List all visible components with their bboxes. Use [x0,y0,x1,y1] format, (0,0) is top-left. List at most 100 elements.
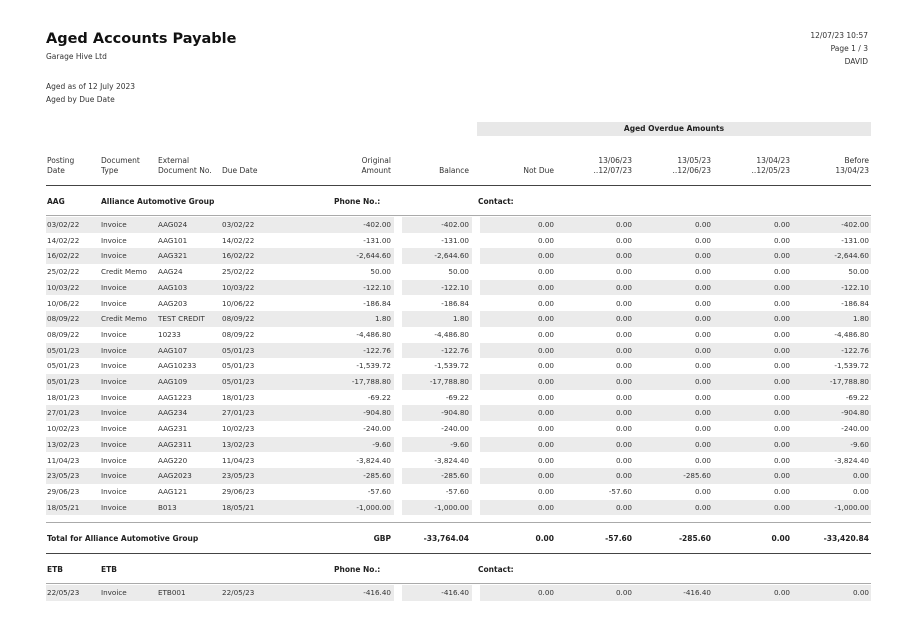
cell-not-due: 0.00 [537,329,554,339]
column-gap [394,374,402,390]
report-datetime: 12/07/23 10:57 [810,31,868,40]
column-header-external-doc: External Document No. [158,156,212,176]
phone-label: Phone No.: [334,197,381,206]
column-header-line: ..12/06/23 [672,166,711,175]
column-gap [394,585,402,601]
vendor-total-row: Total for Alliance Automotive Group GBP -3… [46,532,871,546]
cell-original-amount: -186.84 [363,298,391,308]
cell-b1: 0.00 [615,220,632,229]
column-header-line: Document No. [158,166,212,175]
cell-due-date: 10/06/22 [222,298,255,308]
cell-posting-date: 08/09/22 [47,329,80,339]
cell-external-doc: AAG109 [158,377,188,386]
column-header-line: Posting [47,156,75,165]
cell-b3: 0.00 [773,502,790,512]
cell-due-date: 18/01/23 [222,392,255,402]
cell-b2: 0.00 [694,282,711,292]
cell-original-amount: -2,644.60 [356,251,391,261]
table-row: 05/01/23 Invoice AAG107 05/01/23 -122.76 -122… [46,342,871,359]
cell-b2: -416.40 [683,588,711,598]
column-gap [472,311,480,327]
column-gap [472,248,480,265]
cell-b1: 0.00 [615,455,632,465]
vendor-divider [46,583,871,585]
column-header-original-amount: Original Amount [362,156,391,176]
cell-posting-date: 13/02/23 [47,439,80,449]
table-row: 05/01/23 Invoice AAG109 05/01/23 -17,788.80 -… [46,374,871,390]
cell-b3: 0.00 [773,377,790,386]
cell-b2: 0.00 [694,267,711,277]
cell-external-doc: AAG2311 [158,439,192,449]
table-row: 23/05/23 Invoice AAG2023 23/05/23 -285.60 -28… [46,468,871,484]
cell-b1: 0.00 [615,377,632,386]
cell-posting-date: 08/09/22 [47,314,80,324]
cell-balance: -416.40 [441,588,469,598]
cell-posting-date: 10/03/22 [47,282,80,292]
cell-original-amount: -131.00 [363,235,391,245]
column-gap [394,499,402,516]
vendor-header: ETB ETB Phone No.: Contact: [46,563,871,577]
cell-b4: 1.80 [852,314,869,324]
column-gap [472,421,480,437]
column-gap [472,326,480,343]
page-number: Page 1 / 3 [830,44,868,53]
cell-b2: 0.00 [694,251,711,261]
total-b1: -57.60 [605,534,632,544]
cell-b2: 0.00 [694,298,711,308]
cell-b2: 0.00 [694,392,711,402]
column-header-b2: 13/05/23 ..12/06/23 [673,156,711,176]
cell-due-date: 10/03/22 [222,282,255,292]
cell-b4: -122.10 [841,282,869,292]
total-b2: -285.60 [678,534,711,544]
cell-b3: 0.00 [773,392,790,402]
cell-due-date: 22/05/23 [222,588,255,598]
cell-b4: -2,644.60 [834,251,869,261]
column-gap [394,421,402,437]
table-row: 27/01/23 Invoice AAG234 27/01/23 -904.80 -904… [46,405,871,422]
cell-document-type: Credit Memo [101,314,147,324]
cell-original-amount: -1,539.72 [356,361,391,371]
column-gap [472,405,480,422]
cell-not-due: 0.00 [537,392,554,402]
cell-due-date: 05/01/23 [222,345,255,355]
cell-balance: -2,644.60 [434,251,469,261]
column-gap [472,342,480,359]
cell-external-doc: AAG231 [158,424,188,434]
cell-b3: 0.00 [773,282,790,292]
column-header-line: 13/05/23 [677,156,711,165]
cell-b2: 0.00 [694,377,711,386]
column-header-line: Original [361,156,391,165]
cell-b1: 0.00 [615,392,632,402]
cell-due-date: 11/04/23 [222,455,255,465]
column-gap [472,585,480,601]
cell-not-due: 0.00 [537,282,554,292]
cell-b2: 0.00 [694,314,711,324]
cell-b4: -1,539.72 [834,361,869,371]
cell-b1: 0.00 [615,408,632,418]
cell-b3: 0.00 [773,486,790,496]
cell-posting-date: 22/05/23 [47,588,80,598]
column-gap [472,389,480,406]
cell-b4: 0.00 [852,471,869,481]
cell-posting-date: 27/01/23 [47,408,80,418]
column-header-line: Document [101,156,140,165]
cell-balance: -122.10 [441,282,469,292]
column-gap [472,374,480,390]
total-label: Total for Alliance Automotive Group [47,534,199,544]
column-gap [472,279,480,296]
cell-original-amount: -3,824.40 [356,455,391,465]
cell-posting-date: 05/01/23 [47,377,80,386]
column-gap [472,499,480,516]
cell-posting-date: 10/06/22 [47,298,80,308]
cell-document-type: Invoice [101,251,127,261]
cell-b3: 0.00 [773,345,790,355]
cell-balance: -9.60 [450,439,469,449]
cell-b3: 0.00 [773,220,790,229]
cell-balance: -69.22 [445,392,469,402]
cell-posting-date: 18/01/23 [47,392,80,402]
cell-original-amount: -1,000.00 [356,502,391,512]
cell-due-date: 29/06/23 [222,486,255,496]
cell-original-amount: -416.40 [363,588,391,598]
cell-balance: -17,788.80 [429,377,469,386]
cell-external-doc: AAG2023 [158,471,192,481]
